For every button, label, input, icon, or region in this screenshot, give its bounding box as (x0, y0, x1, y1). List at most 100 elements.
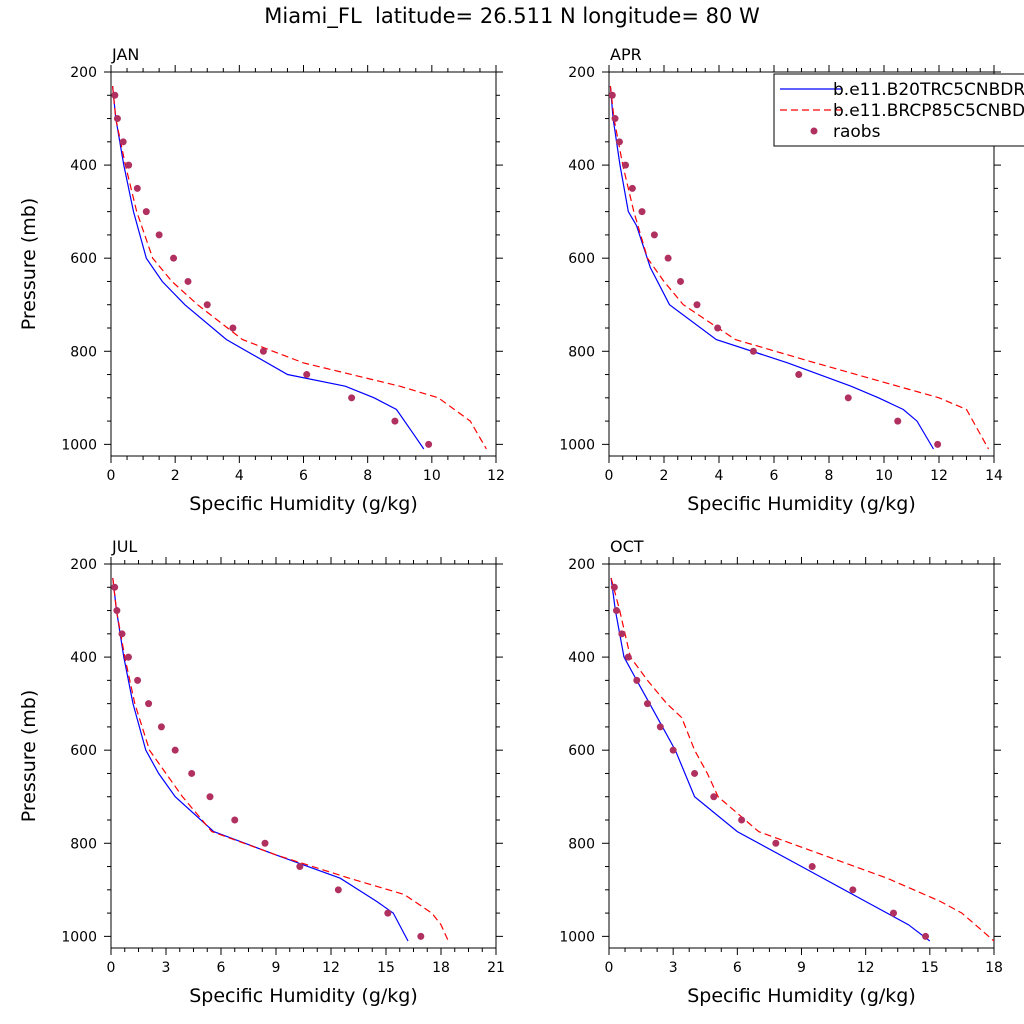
series-line-20tr (112, 577, 409, 942)
x-tick-label: 2 (171, 468, 180, 484)
raobs-point (334, 886, 342, 894)
plot-frame (110, 71, 497, 457)
raobs-point (119, 138, 127, 146)
raobs-point (113, 115, 121, 123)
x-tick-label: 10 (875, 468, 893, 484)
x-tick-label: 2 (660, 468, 669, 484)
raobs-point (611, 115, 619, 123)
x-tick-label: 3 (162, 960, 171, 976)
raobs-point (650, 231, 658, 239)
raobs-point (348, 394, 356, 402)
y-tick-label: 1000 (61, 437, 97, 453)
raobs-point (894, 417, 902, 425)
panel-title: APR (610, 45, 642, 64)
raobs-point (714, 324, 722, 332)
y-tick-label: 800 (568, 836, 595, 852)
x-tick-label: 9 (272, 960, 281, 976)
raobs-point (795, 371, 803, 379)
raobs-point (772, 839, 780, 847)
series-line-20tr (112, 85, 425, 450)
y-tick-label: 1000 (61, 929, 97, 945)
raobs-point (622, 161, 629, 169)
raobs-point (618, 630, 626, 638)
y-tick-label: 200 (70, 557, 97, 573)
raobs-point (693, 301, 701, 309)
raobs-point (157, 723, 165, 731)
y-tick-label: 800 (70, 836, 97, 852)
x-axis-label: Specific Humidity (g/kg) (687, 493, 916, 515)
raobs-point (638, 208, 646, 216)
series-line-rcp85 (112, 85, 487, 450)
x-tick-label: 12 (322, 960, 340, 976)
raobs-point (206, 793, 214, 801)
raobs-point (691, 769, 699, 777)
legend-marker (810, 127, 818, 135)
series-line-20tr (609, 85, 935, 450)
raobs-point (111, 583, 119, 591)
panel-jul: 0 3 6 9 12 15 18 21 200 400 600 800 1000 JUL Specific … (18, 537, 505, 1007)
series-line-rcp85 (112, 577, 449, 942)
x-tick-label: 8 (825, 468, 834, 484)
raobs-point (669, 746, 677, 754)
raobs-point (134, 676, 142, 684)
panel-jan: 0 2 4 6 8 10 12 200 400 600 800 1000 JAN Specific Hum… (18, 45, 505, 515)
y-tick-label: 400 (70, 650, 97, 666)
y-tick-label: 600 (70, 251, 97, 267)
figure-title: Miami_FL latitude= 26.511 N longitude= 8… (264, 4, 760, 28)
x-tick-label: 6 (770, 468, 779, 484)
x-tick-label: 6 (733, 960, 742, 976)
raobs-point (656, 723, 664, 731)
raobs-point (296, 863, 304, 871)
x-tick-label: 6 (217, 960, 226, 976)
raobs-point (261, 839, 269, 847)
raobs-point (633, 676, 641, 684)
y-tick-label: 800 (70, 344, 97, 360)
raobs-point (628, 184, 636, 192)
y-tick-label: 200 (568, 65, 595, 81)
raobs-point (124, 653, 132, 661)
raobs-point (111, 91, 119, 99)
y-tick-label: 600 (568, 251, 595, 267)
x-tick-label: 15 (377, 960, 395, 976)
raobs-point (155, 231, 163, 239)
series-line-20tr (610, 577, 931, 942)
raobs-point (184, 277, 192, 285)
raobs-point (203, 301, 211, 309)
x-axis-label: Specific Humidity (g/kg) (687, 985, 916, 1007)
y-tick-label: 1000 (559, 437, 595, 453)
x-tick-label: 18 (985, 960, 1003, 976)
x-tick-label: 0 (605, 960, 614, 976)
y-tick-label: 200 (568, 557, 595, 573)
legend-label: b.e11.B20TRC5CNBDRD (833, 80, 1024, 100)
raobs-point (677, 277, 684, 285)
raobs-point (610, 583, 618, 591)
y-tick-label: 400 (568, 650, 595, 666)
y-tick-label: 200 (70, 65, 97, 81)
raobs-point (133, 184, 141, 192)
series-line-rcp85 (610, 577, 995, 942)
x-tick-label: 4 (235, 468, 244, 484)
raobs-point (384, 909, 392, 917)
raobs-point (644, 700, 651, 708)
panel-title: JAN (111, 45, 139, 64)
x-tick-label: 12 (930, 468, 948, 484)
raobs-point (844, 394, 852, 402)
raobs-point (664, 254, 672, 262)
x-tick-label: 12 (487, 468, 505, 484)
x-tick-label: 6 (299, 468, 308, 484)
x-tick-label: 0 (605, 468, 614, 484)
raobs-point (229, 324, 237, 332)
panel-title: OCT (610, 537, 644, 556)
y-tick-label: 600 (70, 743, 97, 759)
raobs-point (615, 138, 623, 146)
raobs-point (142, 208, 150, 216)
raobs-point (125, 161, 133, 169)
x-tick-label: 8 (363, 468, 372, 484)
raobs-point (170, 254, 178, 262)
legend-label: b.e11.BRCP85C5CNBDRD (833, 101, 1024, 121)
y-tick-label: 400 (70, 158, 97, 174)
raobs-point (710, 793, 718, 801)
raobs-point (231, 816, 239, 824)
raobs-point (608, 91, 616, 99)
